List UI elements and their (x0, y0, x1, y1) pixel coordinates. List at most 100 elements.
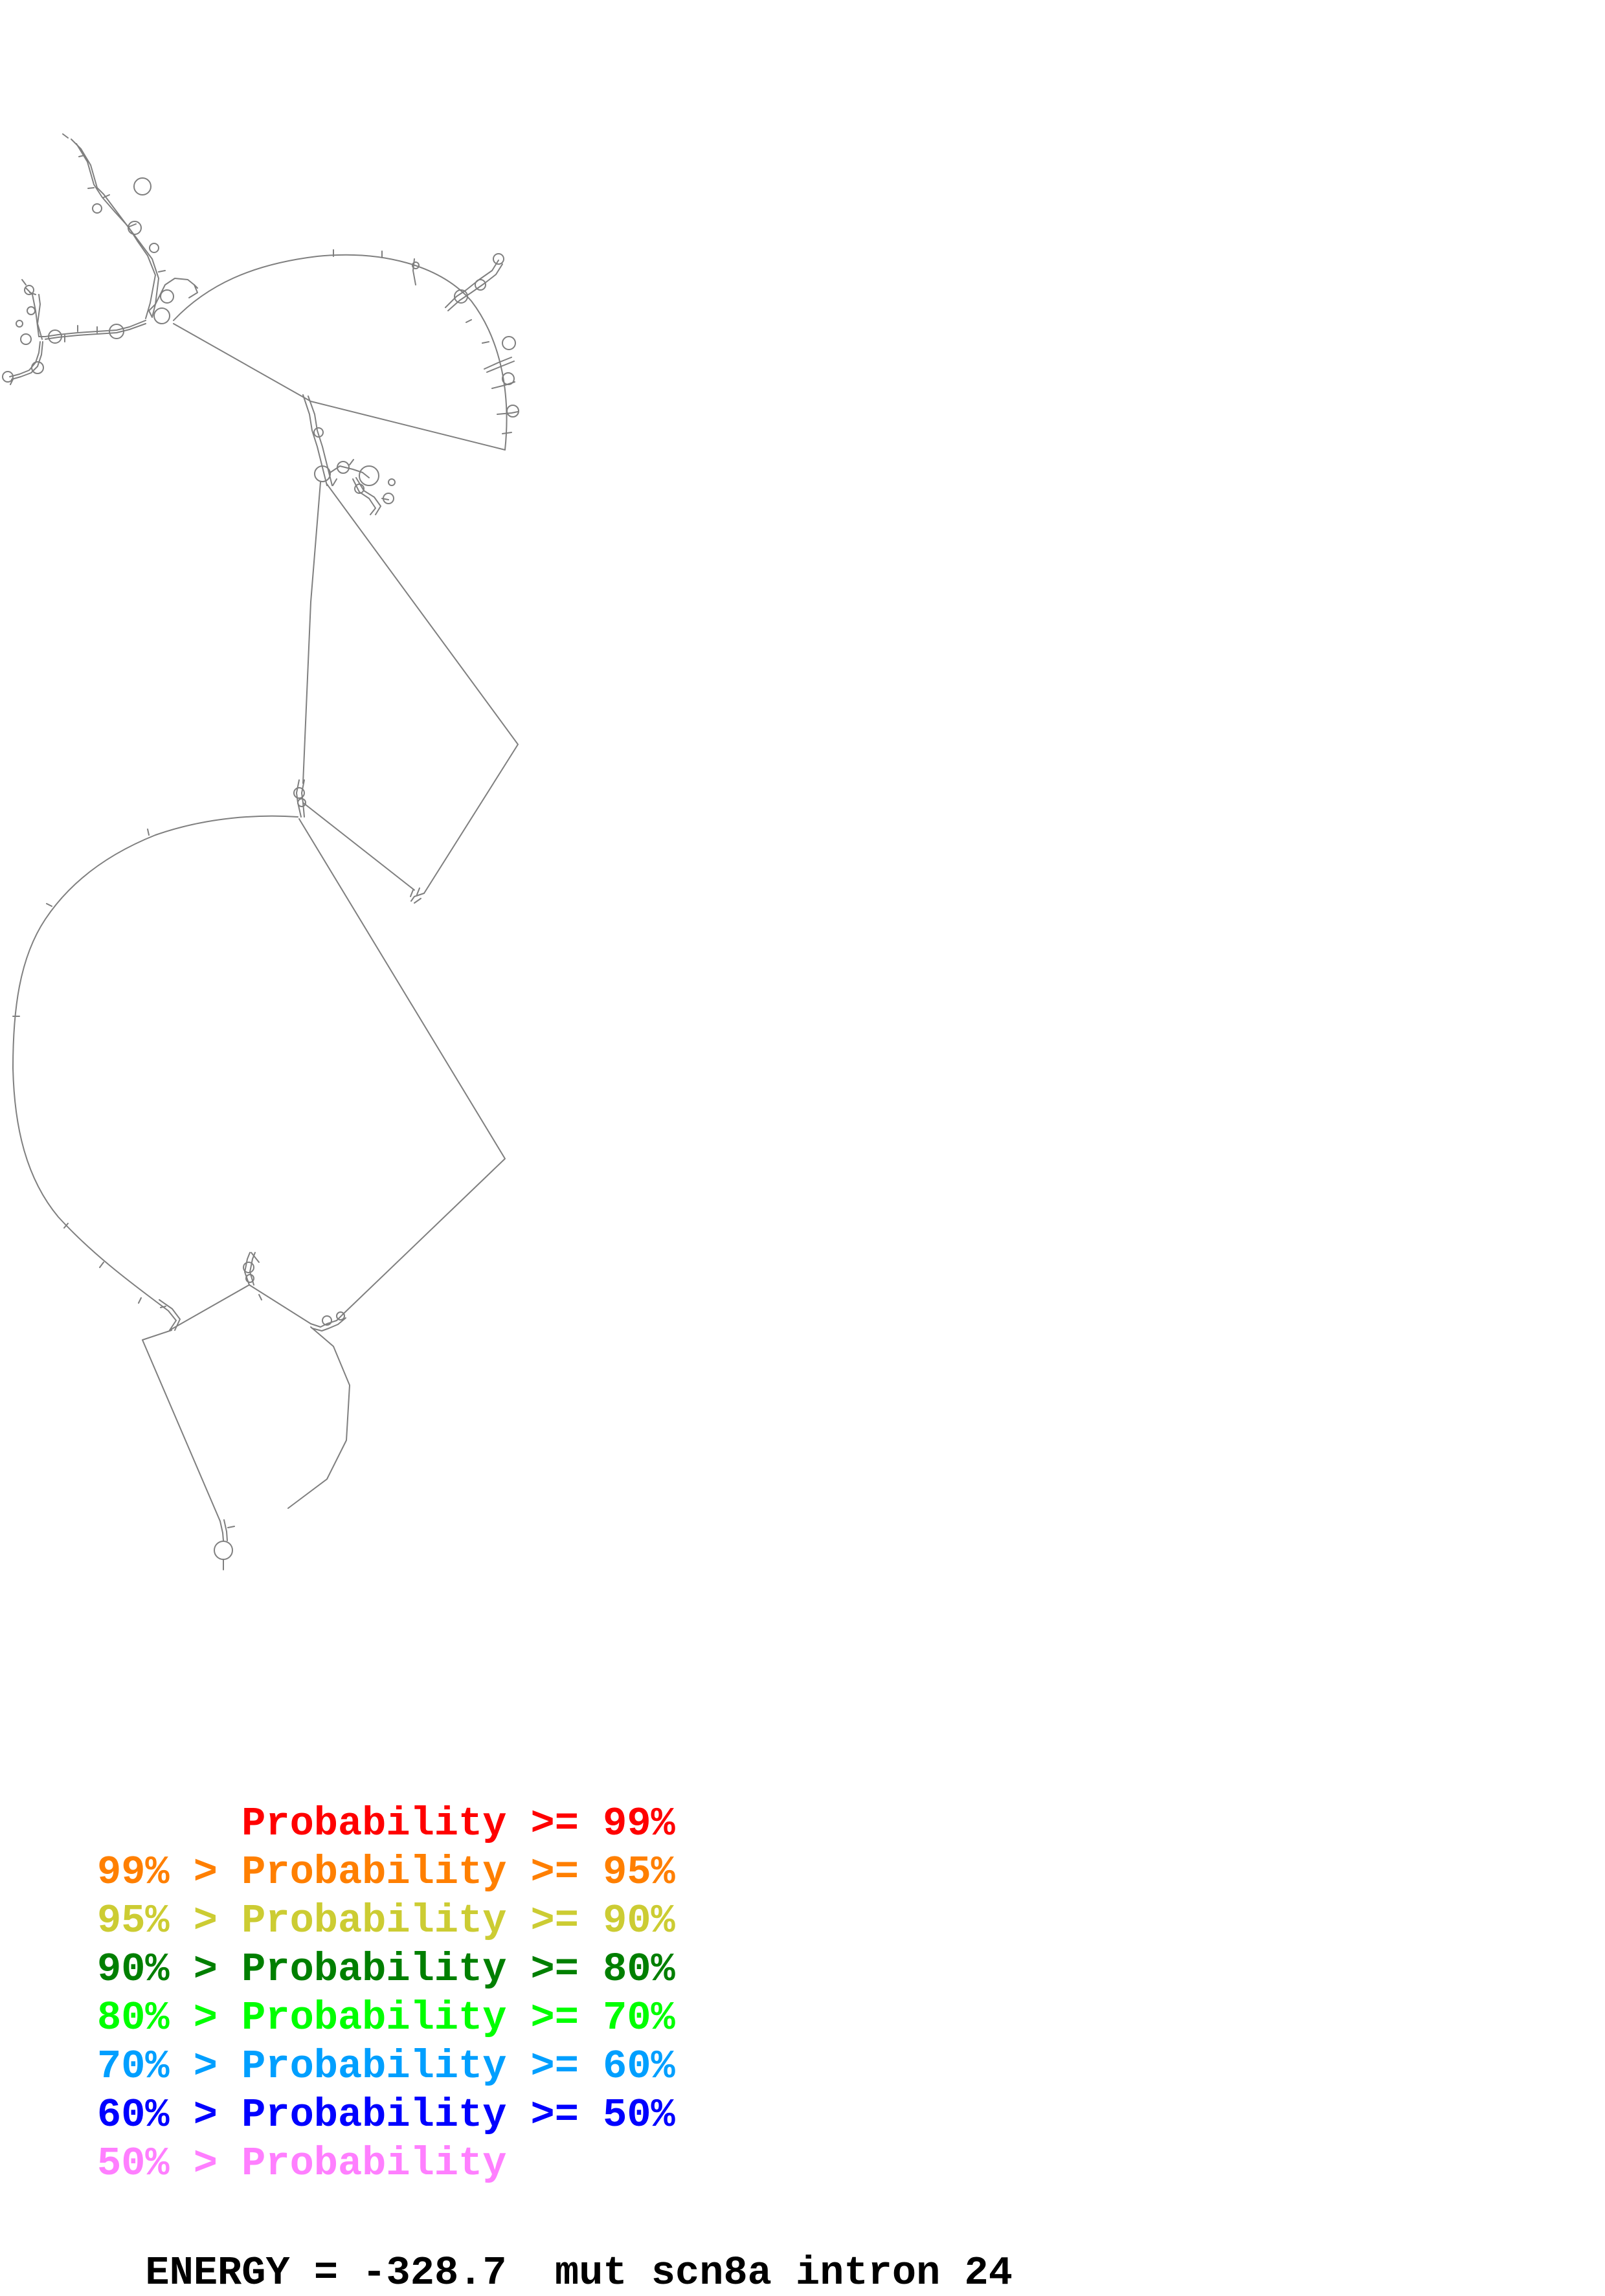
backbone-segment (244, 1252, 251, 1286)
backbone-segment (414, 898, 421, 904)
bottom-hairpin (214, 1519, 235, 1570)
legend-label: Probability (241, 1801, 507, 1847)
legend-prefix: 90% (97, 1946, 170, 1992)
legend-label: Probability (241, 1898, 507, 1944)
backbone-segment (45, 323, 146, 340)
backbone-segment (287, 1326, 350, 1509)
backbone-segment (484, 357, 512, 370)
hairpin-loop (128, 221, 142, 235)
legend-row: 90% > Probability >= 80% (97, 1945, 675, 1994)
backbone-segment (37, 294, 43, 340)
backbone-segment (302, 802, 415, 891)
bottom-junctions (138, 1252, 350, 1522)
upper-multiloop (173, 249, 519, 451)
backbone-arc (12, 815, 298, 1302)
hairpin-loop (502, 372, 515, 385)
legend-pct: 90% (603, 1898, 675, 1944)
hairpin-loop (24, 285, 34, 295)
backbone-segment (311, 1317, 346, 1332)
legend-row: 70% > Probability >= 60% (97, 2042, 675, 2091)
backbone-segment (142, 1330, 221, 1522)
backbone-arc (173, 254, 508, 451)
backbone-segment (502, 432, 512, 434)
hairpin-loop (293, 787, 305, 799)
hairpin-loop (313, 427, 324, 438)
legend-label: Probability (241, 2141, 507, 2187)
backbone-segment (330, 465, 370, 478)
hairpin-loop (27, 306, 36, 315)
hairpin-loop (412, 262, 420, 269)
legend-gt: > (193, 1946, 218, 1992)
hairpin-loop (354, 484, 365, 494)
backbone-segment (352, 478, 376, 515)
legend-gt: > (193, 1849, 218, 1895)
legend-label: Probability (241, 1849, 507, 1895)
legend-gt: > (193, 2092, 218, 2138)
backbone-segment (9, 341, 41, 377)
hairpin-loop (2, 371, 14, 383)
backbone-segment (148, 278, 198, 318)
backbone-segment (302, 394, 328, 486)
legend-pct: 80% (603, 1946, 675, 1992)
hairpin-loop (243, 1262, 254, 1273)
legend-label: Probability (241, 1995, 507, 2041)
legend-ge: >= (530, 1849, 579, 1895)
energy-label-text: ENERGY (145, 2250, 290, 2296)
backbone-segment (497, 411, 519, 415)
legend-row: 95% > Probability >= 90% (97, 1897, 675, 1945)
hairpin-loop (245, 1274, 254, 1283)
lower-multiloop (12, 815, 506, 1315)
hairpin-loop (48, 329, 62, 344)
hairpin-loop (337, 461, 350, 474)
hairpin-loop (475, 279, 486, 291)
legend-pct: 70% (603, 1995, 675, 2041)
backbone-segment (219, 1521, 224, 1541)
energy-label: ENERGY = -328.7 mut scn8a intron 24 (97, 2204, 1013, 2296)
top-left-stem-cluster (2, 133, 198, 385)
hairpin-loop (160, 289, 174, 304)
backbone-segment (326, 484, 519, 894)
hairpin-loop (502, 336, 516, 350)
legend-row: 50% > Probability (97, 2139, 675, 2188)
legend-prefix: 80% (97, 1995, 170, 2041)
legend-prefix: 50% (97, 2141, 170, 2187)
backbone-segment (188, 284, 198, 298)
hairpin-loop (336, 1311, 345, 1321)
backbone-segment (223, 1519, 228, 1541)
backbone-segment (486, 361, 515, 373)
legend-label: Probability (241, 2092, 507, 2138)
legend-row: 80% > Probability >= 70% (97, 1994, 675, 2042)
legend-row: 99% > Probability >= 95% (97, 1848, 675, 1897)
hairpin-loop (454, 289, 468, 304)
backbone-segment (169, 1284, 311, 1331)
backbone-segment (308, 396, 333, 486)
backbone-segment (76, 143, 156, 319)
hairpin-loop (214, 1541, 233, 1560)
backbone-segment (302, 482, 321, 784)
legend-pct: 95% (603, 1849, 675, 1895)
hairpin-loop (16, 320, 23, 328)
legend-pct: 60% (603, 2044, 675, 2090)
legend-row: 60% > Probability >= 50% (97, 2091, 675, 2139)
energy-value: -328.7 (362, 2250, 507, 2296)
backbone-segment (11, 341, 43, 380)
legend-gt: > (193, 2141, 218, 2187)
legend-ge: >= (530, 2092, 579, 2138)
backbone-segment (310, 1313, 344, 1328)
central-stem-cluster (302, 394, 396, 515)
backbone-segment (301, 779, 305, 818)
hairpin-loop (322, 1315, 332, 1326)
backbone-segment (251, 1252, 260, 1263)
legend-gt: > (193, 2044, 218, 2090)
hairpin-loop (133, 177, 152, 195)
backbone-segment (25, 287, 46, 337)
legend-ge: >= (530, 1946, 579, 1992)
backbone-segment (298, 818, 506, 1315)
backbone-segment (159, 1299, 181, 1331)
legend-prefix: 60% (97, 2092, 170, 2138)
legend-label: Probability (241, 2044, 507, 2090)
legend-ge: >= (530, 1995, 579, 2041)
probability-legend: Probability >= 99% 99% > Probability >= 95% 95% >… (97, 1800, 675, 2188)
legend-prefix: 99% (97, 1849, 170, 1895)
hairpin-loop (109, 324, 124, 339)
